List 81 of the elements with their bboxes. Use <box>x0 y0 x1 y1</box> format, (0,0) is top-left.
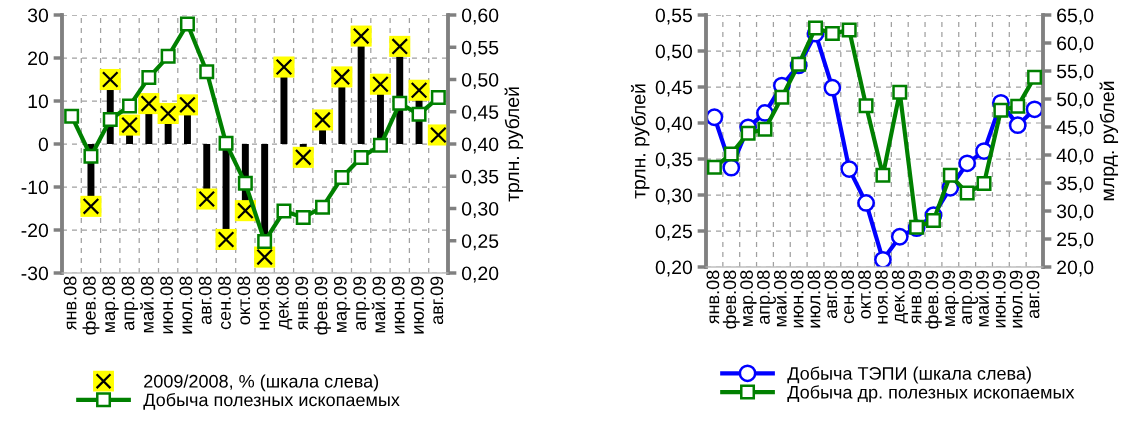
x-tick-label: янв.09 <box>908 270 922 325</box>
x-tick-label: май.09 <box>371 276 386 333</box>
x-tick-label: дек.08 <box>276 276 293 330</box>
x-tick-label: июл.08 <box>807 270 821 328</box>
x-tick-label: фев.09 <box>314 276 331 335</box>
y2-tick-label: 45,0 <box>1056 120 1094 137</box>
y-tick-label: 0,45 <box>655 80 692 97</box>
y-tick-label: 0,20 <box>655 260 693 277</box>
x-tick-label: июл.09 <box>411 276 424 334</box>
x-tick-label: янв.08 <box>706 270 720 325</box>
x-tick-label: авг.09 <box>1026 270 1040 319</box>
x-tick-label: мар.09 <box>942 270 959 327</box>
y-tick-label: 10 <box>28 94 49 109</box>
y2-tick-label: 0,20 <box>461 266 499 283</box>
x-tick-label: июн.08 <box>790 270 804 328</box>
x-tick-label: авг.08 <box>824 270 838 319</box>
y-tick-label: 0,40 <box>655 116 693 133</box>
x-tick-label: авг.08 <box>198 276 212 325</box>
x-tick-label: июн.08 <box>160 276 173 334</box>
y2-axis-title: млрд. рублей <box>1099 81 1119 201</box>
x-tick-label: апр.08 <box>757 270 774 324</box>
y2-tick-label: 0,30 <box>461 201 499 219</box>
x-tick-label: фев.08 <box>722 270 740 329</box>
y-tick-label: 0,55 <box>655 8 692 25</box>
x-tick-label: дек.08 <box>891 270 909 324</box>
legend-label: 2009/2008, % (шкала слева) <box>144 374 379 392</box>
y2-tick-label: 25,0 <box>1057 232 1094 249</box>
x-tick-label: май.09 <box>975 270 989 327</box>
y-axis-title: трлн. рублей <box>630 84 650 199</box>
x-tick-label: мар.09 <box>333 276 351 333</box>
x-tick-label: фев.09 <box>925 270 942 329</box>
x-tick-label: апр.08 <box>121 276 138 330</box>
y2-tick-label: 0,40 <box>461 137 499 154</box>
y-tick-label: 20 <box>28 51 49 66</box>
x-tick-label: ноя.08 <box>256 276 270 330</box>
y2-tick-label: 30,0 <box>1056 204 1094 221</box>
x-tick-label: июн.09 <box>992 270 1006 328</box>
y2-tick-label: 65,0 <box>1057 8 1094 25</box>
x-tick-label: июн.09 <box>391 276 405 334</box>
x-tick-label: мар.08 <box>740 270 757 327</box>
x-tick-label: янв.09 <box>295 276 309 331</box>
x-tick-label: июл.09 <box>1009 270 1023 328</box>
y2-tick-label: 35,0 <box>1056 176 1094 193</box>
x-tick-label: мар.08 <box>102 276 119 333</box>
x-tick-label: янв.08 <box>63 276 77 331</box>
y2-tick-label: 0,25 <box>461 234 499 251</box>
x-tick-label: сен.08 <box>218 276 231 330</box>
y-tick-label: -10 <box>21 180 49 195</box>
x-tick-label: апр.09 <box>959 270 976 324</box>
y2-tick-label: 0,35 <box>461 169 499 186</box>
x-tick-label: апр.09 <box>353 276 370 330</box>
y-tick-label: 0,35 <box>655 152 692 169</box>
y-tick-label: 30 <box>27 8 49 23</box>
y-tick-label: 0 <box>38 137 49 152</box>
x-tick-label: авг.09 <box>430 276 444 325</box>
x-tick-label: май.08 <box>773 270 787 327</box>
y2-tick-label: 0,60 <box>461 8 499 25</box>
x-tick-label: июл.08 <box>179 276 193 334</box>
y2-tick-label: 0,45 <box>461 105 499 122</box>
y2-tick-label: 60,0 <box>1057 36 1094 53</box>
y-tick-label: -20 <box>21 223 49 238</box>
legend-label: Добыча др. полезных ископаемых <box>787 385 1075 403</box>
y-tick-label: -30 <box>21 266 49 281</box>
y-tick-label: 0,25 <box>655 224 692 241</box>
x-tick-label: ноя.08 <box>874 270 888 324</box>
y2-tick-label: 50,0 <box>1056 92 1094 109</box>
legend-label: Добыча ТЭПИ (шкала слева) <box>787 366 1031 384</box>
y2-tick-label: 0,55 <box>461 40 499 57</box>
y2-axis-title: трлн. рублей <box>504 87 524 202</box>
x-tick-label: фев.08 <box>82 276 100 335</box>
x-tick-label: окт.08 <box>858 270 871 319</box>
y-tick-label: 0,50 <box>655 44 693 61</box>
y2-tick-label: 20,0 <box>1057 260 1094 277</box>
y2-tick-label: 40,0 <box>1056 148 1094 165</box>
y2-tick-label: 0,50 <box>461 72 499 90</box>
y2-tick-label: 55,0 <box>1056 64 1094 81</box>
legend-label: Добыча полезных ископаемых <box>143 392 400 410</box>
y-tick-label: 0,30 <box>655 188 693 205</box>
x-tick-label: май.08 <box>140 276 154 333</box>
x-tick-label: сен.08 <box>841 270 855 324</box>
x-tick-label: окт.08 <box>237 276 251 325</box>
